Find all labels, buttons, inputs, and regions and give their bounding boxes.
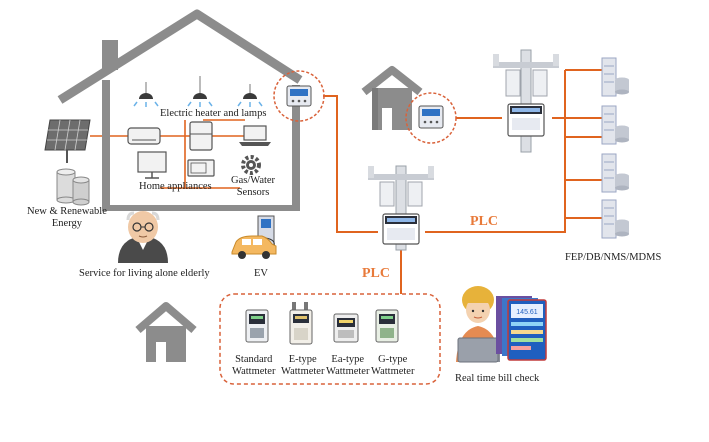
label-real-time-bill-check: Real time bill check	[455, 373, 540, 384]
wattmeter-label-standard: Standard Wattmeter	[232, 354, 275, 378]
label-plc-upper: PLC	[470, 214, 498, 229]
ceiling-lamp-icons	[133, 76, 263, 107]
label-plc-lower: PLC	[362, 266, 390, 281]
wattmeter-e-type-icon	[289, 302, 313, 345]
label-renewable-line1: New & Renewable	[27, 206, 107, 217]
server-stack-icons	[601, 57, 629, 239]
solar-panel-icon	[44, 119, 91, 163]
elderly-person-icon	[118, 211, 168, 263]
wattmeter-standard-line2: Wattmeter	[232, 366, 276, 377]
label-electric-heater: Electric heater and lamps	[160, 108, 267, 119]
bill-amount-text: 145.61	[516, 309, 538, 316]
wattmeter-label-ea-type: Ea-type Wattmeter	[326, 354, 369, 378]
utility-pole-icon	[493, 49, 559, 153]
label-sensors-line2: Sensors	[236, 187, 270, 198]
bottom-house-icon	[135, 302, 197, 362]
air-conditioner-icon	[127, 127, 161, 145]
wattmeter-ea-type-line1: Ea-type	[331, 354, 365, 365]
wattmeter-group-box	[219, 293, 441, 385]
label-renewable-line2: Energy	[51, 218, 83, 229]
small-house-meter-highlight	[405, 92, 457, 144]
bill-screen-icon: 145.61	[496, 296, 547, 361]
wattmeter-ea-type-icon	[333, 313, 359, 343]
label-elderly-service: Service for living alone elderly	[79, 268, 210, 279]
label-ev: EV	[254, 268, 268, 279]
wattmeter-standard-line1: Standard	[235, 354, 273, 365]
house-meter-highlight	[273, 70, 325, 122]
ev-icon	[231, 215, 277, 259]
energy-storage-icon	[56, 168, 90, 206]
gear-icon	[241, 155, 261, 175]
microwave-icon	[187, 159, 215, 177]
label-sensors: Gas/Water Sensors	[231, 175, 275, 199]
wattmeter-g-type-line1: G-type	[378, 354, 408, 365]
wattmeter-e-type-line1: E-type	[288, 354, 317, 365]
wattmeter-g-type-line2: Wattmeter	[371, 366, 415, 377]
label-home-appliances: Home appliances	[139, 181, 212, 192]
wattmeter-label-g-type: G-type Wattmeter	[371, 354, 414, 378]
woman-at-laptop-icon	[456, 286, 500, 363]
small-house-icon	[361, 66, 423, 130]
monitor-icon	[137, 151, 167, 179]
wattmeter-g-type-icon	[375, 309, 399, 343]
wattmeter-standard-icon	[245, 309, 269, 343]
wattmeter-ea-type-line2: Wattmeter	[326, 366, 370, 377]
wattmeter-e-type-line2: Wattmeter	[281, 366, 325, 377]
label-renewable-energy: New & Renewable Energy	[27, 206, 107, 230]
laptop-icon	[239, 125, 271, 146]
center-pole-icon	[368, 165, 434, 251]
label-sensors-line1: Gas/Water	[231, 175, 276, 186]
label-head-end-systems: FEP/DB/NMS/MDMS	[565, 252, 662, 263]
wattmeter-label-e-type: E-type Wattmeter	[281, 354, 324, 378]
refrigerator-icon	[189, 121, 213, 151]
main-house	[57, 9, 303, 211]
